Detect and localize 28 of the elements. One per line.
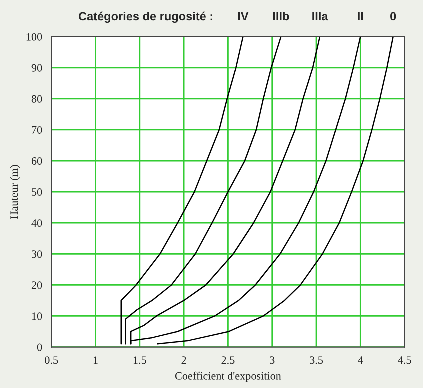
y-tick-label: 90	[32, 64, 42, 72]
y-tick-label: 20	[32, 282, 42, 290]
series-label: 0	[390, 12, 396, 21]
x-tick-label: 2	[182, 356, 186, 364]
series-label: IV	[238, 12, 249, 21]
chart-title: Catégories de rugosité :	[78, 12, 212, 24]
series-label: IIIa	[312, 12, 328, 21]
x-tick-label: 3	[270, 356, 275, 364]
y-tick-label: 0	[37, 344, 42, 352]
x-tick-label: 3.5	[310, 356, 324, 364]
y-tick-label: 70	[32, 126, 42, 134]
y-tick-label: 100	[26, 33, 42, 41]
x-tick-label: 1.5	[134, 356, 146, 364]
y-tick-label: 40	[32, 220, 42, 228]
y-tick-label: 80	[32, 95, 42, 103]
x-tick-label: 2.5	[222, 356, 235, 364]
x-axis-title: Coefficient d'exposition	[175, 372, 282, 382]
series-label: IIIb	[273, 12, 290, 21]
x-tick-label: 4	[358, 356, 364, 364]
x-tick-label: 4.5	[398, 356, 412, 364]
y-tick-label: 10	[32, 312, 42, 320]
y-tick-label: 60	[32, 157, 42, 165]
y-axis-title: Hauteur (m)	[10, 165, 20, 220]
x-tick-label: 1	[94, 356, 98, 364]
series-label: II	[358, 12, 364, 21]
x-tick-label: 0.5	[45, 356, 58, 364]
y-tick-label: 30	[32, 250, 42, 258]
y-tick-label: 50	[32, 188, 42, 196]
